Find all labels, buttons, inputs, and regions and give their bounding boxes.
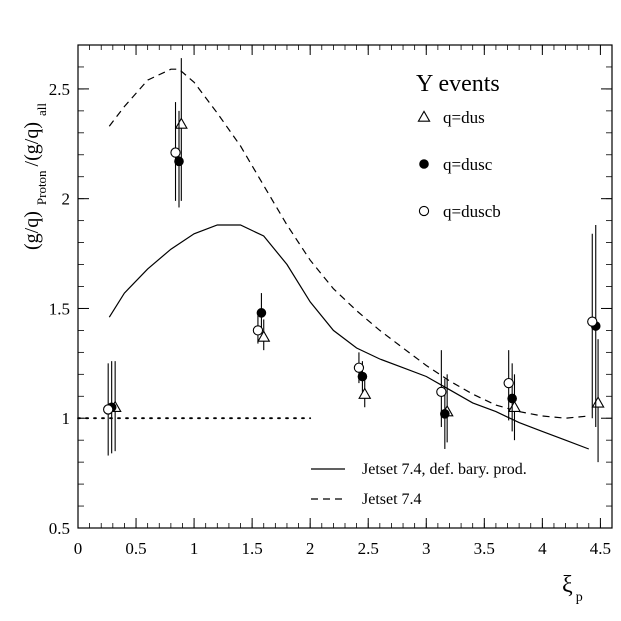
point-marker-triangle-open: [174, 117, 188, 129]
points-layer: [103, 58, 605, 463]
legend: Y events q=dus q=dusc q=duscb Jetset 7.4, d…: [311, 71, 527, 508]
data-point: [503, 350, 514, 421]
data-point: [353, 352, 365, 384]
data-point: [174, 58, 188, 201]
x-tick-label: 3: [422, 539, 431, 558]
point-marker-triangle-open: [257, 330, 271, 342]
legend-line-label: Jetset 7.4, def. bary. prod.: [362, 461, 527, 478]
legend-label: q=dus: [443, 108, 485, 127]
x-tick-label: 1: [190, 539, 199, 558]
point-marker-circle-filled: [440, 409, 450, 419]
axis-labels: (g/q)Proton/(g/q)all ξ p: [21, 103, 583, 605]
curves-layer: [77, 68, 590, 450]
point-marker-circle-filled: [174, 156, 184, 167]
point-marker-circle-filled: [419, 159, 429, 169]
y-axis-label: (g/q)Proton/(g/q)all: [21, 103, 49, 250]
point-marker-circle-open: [418, 205, 430, 217]
data-point: [507, 363, 517, 432]
point-marker-triangle-open: [358, 387, 372, 399]
point-marker-circle-open: [587, 316, 598, 327]
plot-frame: [77, 44, 613, 529]
y-tick-label: 0.5: [49, 519, 70, 538]
point-marker-circle-open: [436, 386, 447, 398]
point-marker-triangle-open: [591, 396, 605, 408]
y-tick-label: 1.5: [49, 299, 70, 318]
curve-dashed: [108, 68, 589, 419]
x-tick-label: 4.5: [590, 539, 611, 558]
data-point: [436, 350, 447, 428]
data-point: [170, 102, 181, 201]
data-point: [256, 293, 267, 331]
x-tick-label: 4: [538, 539, 547, 558]
y-tick-label: 2: [62, 190, 71, 209]
legend-line-label: Jetset 7.4: [362, 491, 422, 508]
data-point: [440, 374, 454, 443]
x-tick-label: 2.5: [358, 539, 379, 558]
data-point: [103, 363, 114, 456]
point-marker-triangle-open: [507, 400, 522, 413]
data-point: [587, 233, 598, 419]
data-point: [591, 339, 605, 463]
point-marker-circle-open: [353, 362, 365, 373]
point-marker-circle-filled: [507, 393, 517, 404]
point-marker-circle-filled: [256, 308, 267, 318]
point-marker-triangle-open: [417, 110, 431, 122]
point-marker-circle-open: [103, 404, 114, 415]
x-tick-label: 0.5: [125, 539, 146, 558]
x-tick-label: 0: [74, 539, 83, 558]
data-point: [174, 110, 184, 208]
point-marker-circle-open: [503, 377, 514, 389]
legend-label: q=duscb: [443, 202, 501, 221]
y-tick-label: 1: [62, 409, 71, 428]
point-marker-circle-open: [170, 147, 181, 158]
data-point: [590, 225, 601, 428]
x-tick-label: 1.5: [242, 539, 263, 558]
x-tick-label: 3.5: [474, 539, 495, 558]
curve-solid: [108, 224, 590, 450]
chart-title: Y events: [416, 71, 500, 97]
point-marker-circle-open: [252, 325, 264, 336]
x-tick-label: 2: [306, 539, 315, 558]
data-point: [257, 319, 271, 351]
point-marker-circle-filled: [357, 371, 368, 382]
y-tick-label: 2.5: [49, 80, 70, 99]
axes-layer: 0 0.5 1 1.5 2 2.5 3 3.5 4 4.50.511.522.5: [49, 44, 613, 558]
data-point: [252, 312, 264, 344]
legend-label: q=dusc: [443, 155, 493, 174]
